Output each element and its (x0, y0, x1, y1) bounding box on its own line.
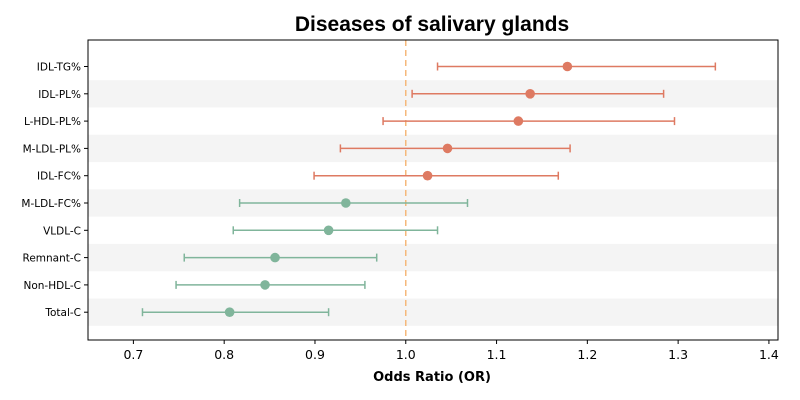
y-axis: IDL-TG% IDL-PL% L-HDL-PL% M-LDL-PL% IDL-FC% M… (21, 62, 88, 319)
plot-frame (87, 39, 779, 341)
y-tick-label: M-LDL-PL% (23, 143, 81, 155)
x-tick-label: 1.0 (396, 347, 416, 362)
x-tick-label: 0.9 (305, 347, 325, 362)
forest-row (183, 252, 378, 263)
forest-row (232, 225, 439, 236)
y-tick-label: IDL-TG% (37, 62, 81, 74)
forest-row (175, 280, 366, 290)
forest-row (436, 61, 717, 72)
y-tick-label: IDL-PL% (38, 89, 81, 101)
or-point (260, 280, 270, 290)
y-tick-label: VLDL-C (43, 225, 81, 237)
or-point (224, 307, 235, 318)
y-tick-label: IDL-FC% (37, 171, 81, 183)
or-point (341, 198, 351, 208)
chart-title: Diseases of salivary glands (295, 13, 569, 36)
forest-row (313, 170, 560, 181)
x-tick-label: 1.4 (759, 347, 779, 362)
x-tick-label: 1.1 (487, 347, 507, 362)
y-tick-label: L-HDL-PL% (24, 116, 81, 128)
y-tick-label: Non-HDL-C (24, 280, 82, 292)
or-point (270, 252, 280, 263)
forest-row (141, 307, 330, 318)
y-tick-label: Remnant-C (23, 253, 82, 265)
x-tick-label: 0.8 (214, 347, 234, 362)
or-point (562, 61, 573, 72)
forest-row (238, 198, 469, 208)
forest-row (411, 89, 665, 99)
x-tick-label: 0.7 (123, 347, 143, 362)
or-point (513, 116, 524, 126)
y-tick-label: M-LDL-FC% (21, 198, 81, 210)
y-tick-label: Total-C (44, 307, 81, 319)
or-point (525, 89, 535, 99)
or-point (442, 143, 453, 154)
x-tick-label: 1.3 (668, 347, 688, 362)
x-axis: 0.7 0.8 0.9 1.0 1.1 1.2 1.3 1.4 (123, 340, 779, 362)
or-point (422, 170, 433, 181)
x-axis-label: Odds Ratio (OR) (373, 370, 491, 385)
x-tick-label: 1.2 (577, 347, 597, 362)
forest-row (339, 143, 571, 154)
forest-row (382, 116, 676, 126)
data-marks (141, 61, 717, 318)
or-point (323, 225, 334, 236)
